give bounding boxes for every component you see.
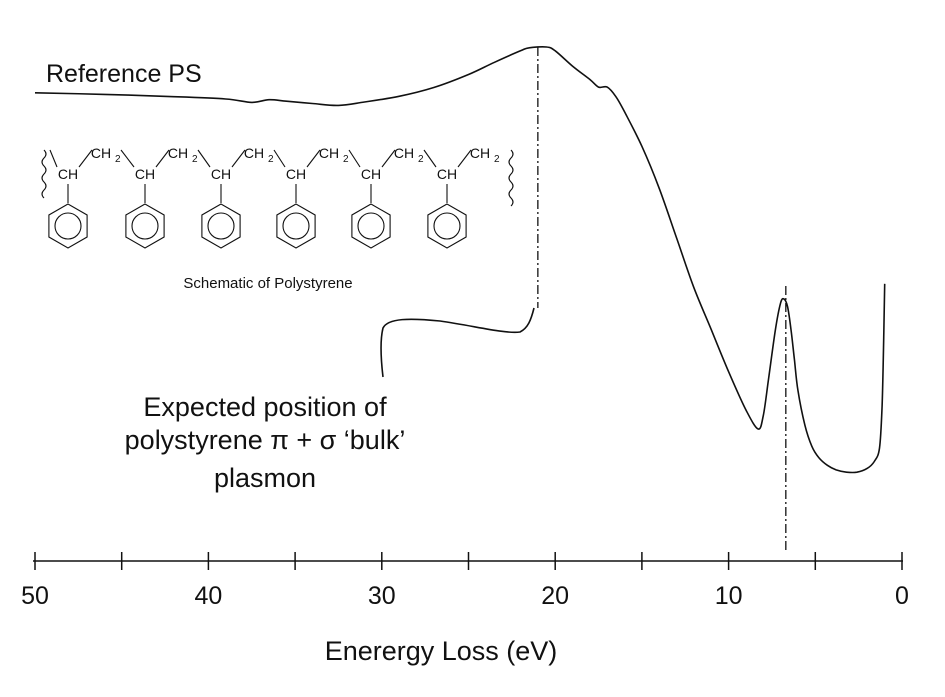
x-axis-label: Enerergy Loss (eV) xyxy=(325,636,558,666)
ch2-group-label: CH xyxy=(168,145,188,161)
x-tick-label: 50 xyxy=(21,582,49,610)
bond-line xyxy=(457,149,472,168)
ch2-group-label: CH xyxy=(91,145,111,161)
aromatic-circle xyxy=(131,212,159,240)
aromatic-circle xyxy=(433,212,461,240)
x-tick-label: 0 xyxy=(895,582,909,610)
bond-line xyxy=(231,149,246,168)
aromatic-circle xyxy=(207,212,235,240)
callout-bracket xyxy=(380,307,535,378)
ch-group-label: CH xyxy=(58,166,78,182)
marker-layer xyxy=(537,47,787,552)
benzene-ring xyxy=(48,203,88,249)
ch-group-label: CH xyxy=(361,166,381,182)
x-tick-label: 40 xyxy=(194,582,222,610)
bond-line xyxy=(49,149,58,168)
bond-line xyxy=(78,149,93,168)
bond-line xyxy=(273,149,286,168)
x-tick-label: 20 xyxy=(541,582,569,610)
ch2-subscript: 2 xyxy=(115,154,121,165)
benzene-ring xyxy=(201,203,241,249)
annotation-line-2: polystyrene π + σ ‘bulk’ xyxy=(125,425,406,455)
ch2-group-label: CH xyxy=(470,145,490,161)
ch-group-label: CH xyxy=(135,166,155,182)
ch2-subscript: 2 xyxy=(268,154,274,165)
ch2-subscript: 2 xyxy=(494,154,500,165)
annotation-line-3: plasmon xyxy=(214,463,316,493)
bond-line xyxy=(120,149,135,168)
chain-end-wavy xyxy=(41,149,47,199)
benzene-ring xyxy=(276,203,316,249)
series-line-reference-ps xyxy=(34,46,886,474)
ch-group-label: CH xyxy=(286,166,306,182)
chain-end-wavy xyxy=(508,149,514,207)
bond-line xyxy=(155,149,170,168)
bond-line xyxy=(306,149,321,168)
ch2-group-label: CH xyxy=(319,145,339,161)
ch-group-label: CH xyxy=(211,166,231,182)
annotation-line-1: Expected position of xyxy=(143,392,387,422)
bond-line xyxy=(423,149,437,168)
bond-line xyxy=(197,149,211,168)
series-label-reference-ps: Reference PS xyxy=(46,60,202,88)
x-tick-label: 30 xyxy=(368,582,396,610)
benzene-ring xyxy=(125,203,165,249)
aromatic-circle xyxy=(357,212,385,240)
schematic-caption: Schematic of Polystyrene xyxy=(183,275,352,292)
x-tick-label: 10 xyxy=(715,582,743,610)
ch2-group-label: CH xyxy=(244,145,264,161)
bond-line xyxy=(381,149,396,168)
ch2-subscript: 2 xyxy=(192,154,198,165)
benzene-ring xyxy=(427,203,467,249)
ch2-group-label: CH xyxy=(394,145,414,161)
aromatic-circle xyxy=(282,212,310,240)
x-axis-ticks: 50 40 30 20 10 0 xyxy=(21,552,909,610)
bond-line xyxy=(348,149,361,168)
benzene-ring xyxy=(351,203,391,249)
ch2-subscript: 2 xyxy=(418,154,424,165)
polystyrene-schematic: CH CH 2 CH CH 2 CH CH 2 CH CH 2 CH CH 2 CH CH 2 xyxy=(41,145,514,249)
aromatic-circle xyxy=(54,212,82,240)
ch2-subscript: 2 xyxy=(343,154,349,165)
ch-group-label: CH xyxy=(437,166,457,182)
curve-layer xyxy=(34,46,886,474)
